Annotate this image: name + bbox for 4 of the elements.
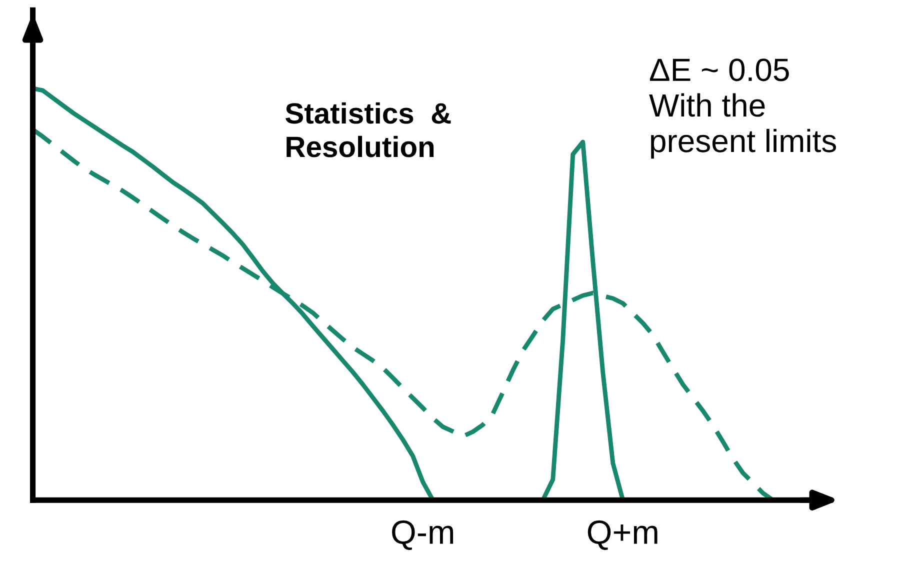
annotation: ΔE ~ 0.05 With the present limits xyxy=(649,58,836,159)
annotation: Statistics & Resolution xyxy=(286,102,451,158)
x-tick-label: Q-m xyxy=(392,520,454,550)
x-tick-label: Q+m xyxy=(588,520,658,550)
